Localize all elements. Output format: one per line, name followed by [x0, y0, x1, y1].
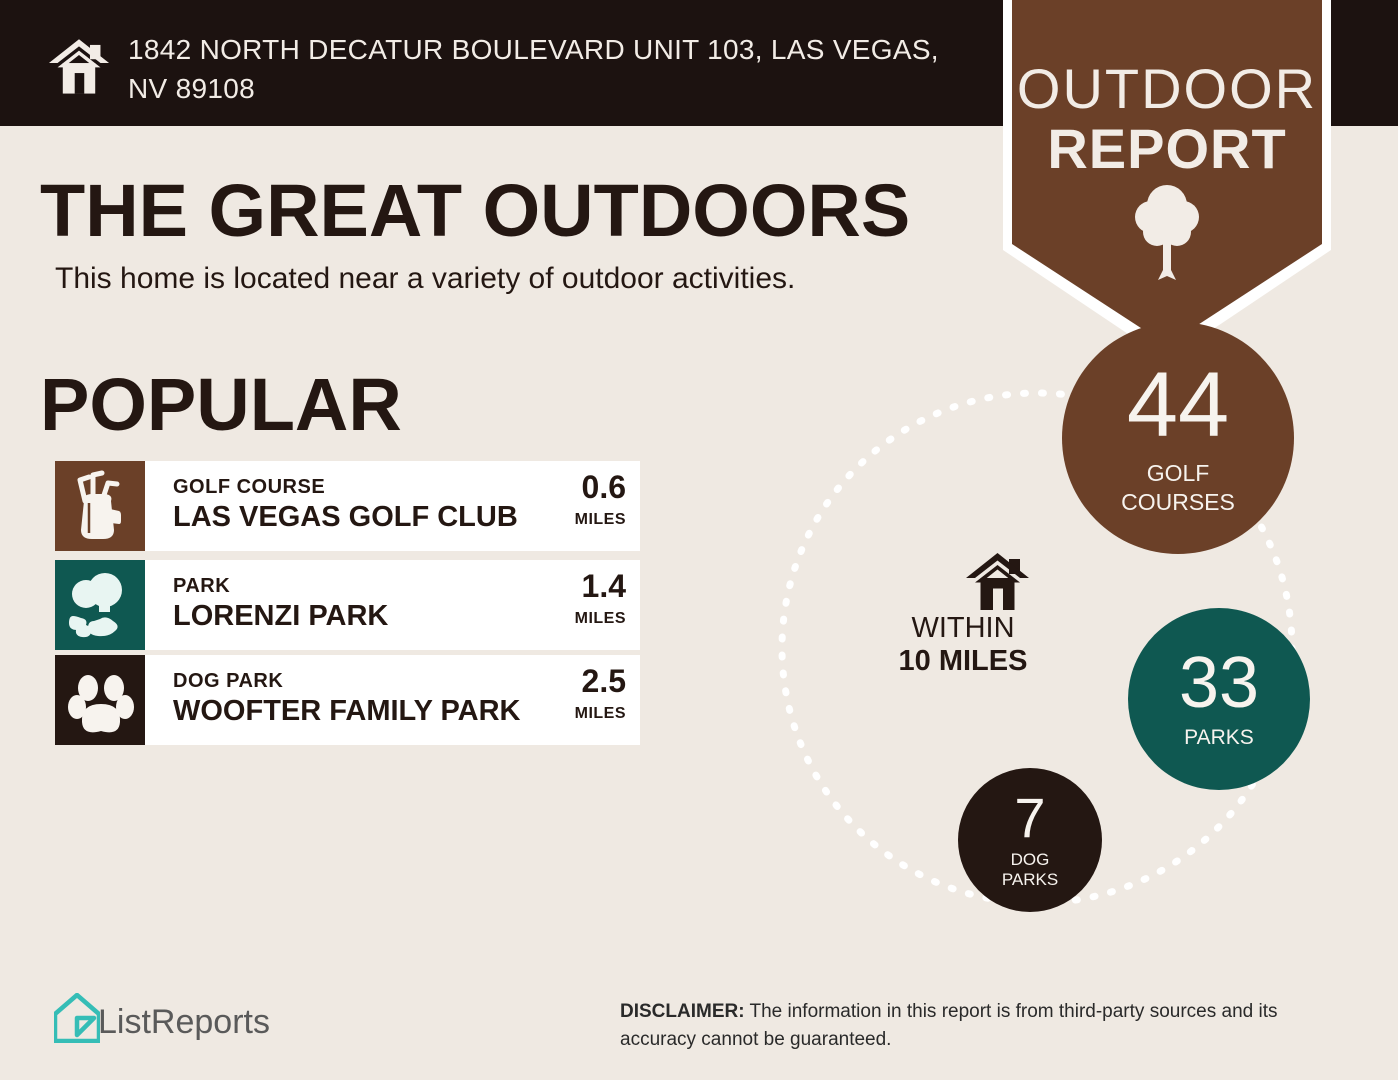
svg-text:OUTDOOR: OUTDOOR — [1017, 57, 1317, 120]
svg-text:REPORT: REPORT — [1047, 117, 1286, 180]
